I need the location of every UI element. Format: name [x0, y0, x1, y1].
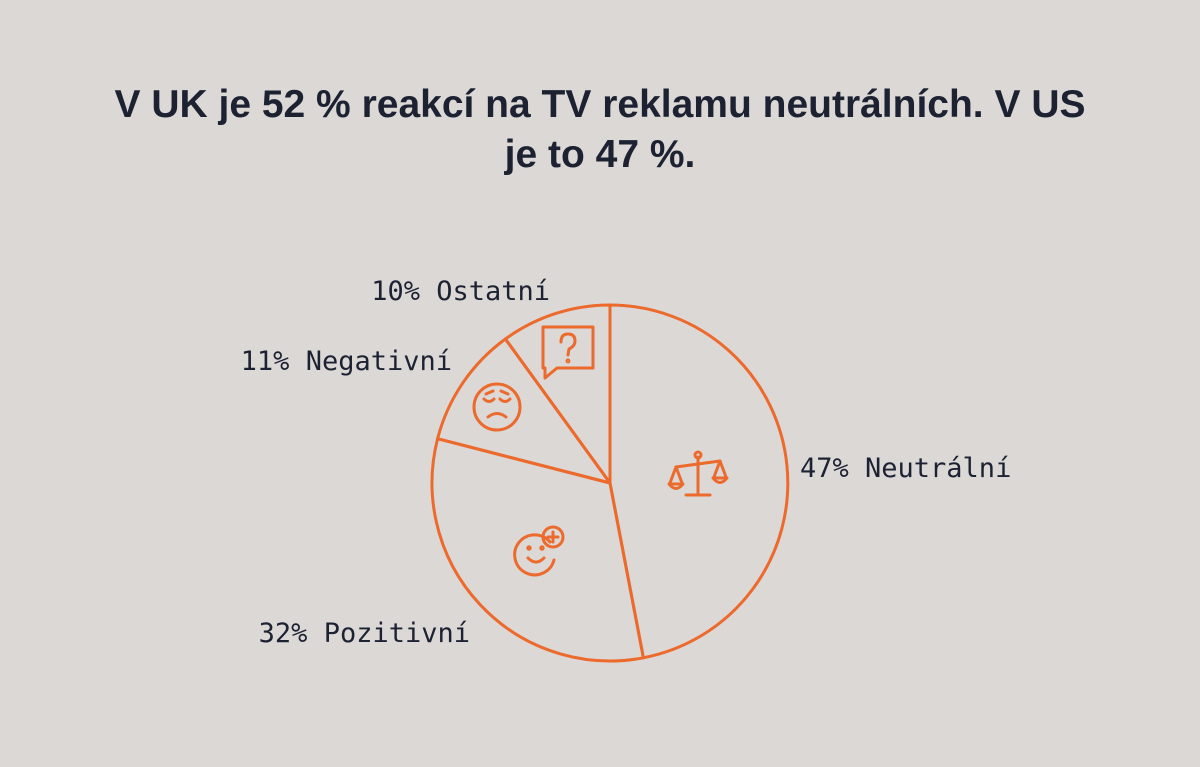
scales-icon: [667, 450, 729, 497]
question-bubble-icon: [541, 325, 595, 380]
pie-slices: [430, 303, 790, 663]
pie-slice: [430, 437, 645, 663]
slice-label: 10% Ostatní: [371, 276, 550, 307]
smiley-plus-icon: [513, 525, 565, 577]
pie-labels: 47% Neutrální 32% Pozitivní 11% Negativní 1…: [241, 276, 1012, 649]
pie-slice: [503, 303, 612, 485]
slice-label: 47% Neutrální: [800, 453, 1011, 484]
slice-label: 32% Pozitivní: [259, 618, 470, 649]
pie-slice: [608, 303, 790, 660]
slice-label: 11% Negativní: [241, 346, 452, 377]
sad-face-icon: [472, 382, 522, 432]
pie-slice: [436, 337, 612, 485]
page-title: V UK je 52 % reakcí na TV reklamu neutrá…: [114, 83, 1086, 176]
